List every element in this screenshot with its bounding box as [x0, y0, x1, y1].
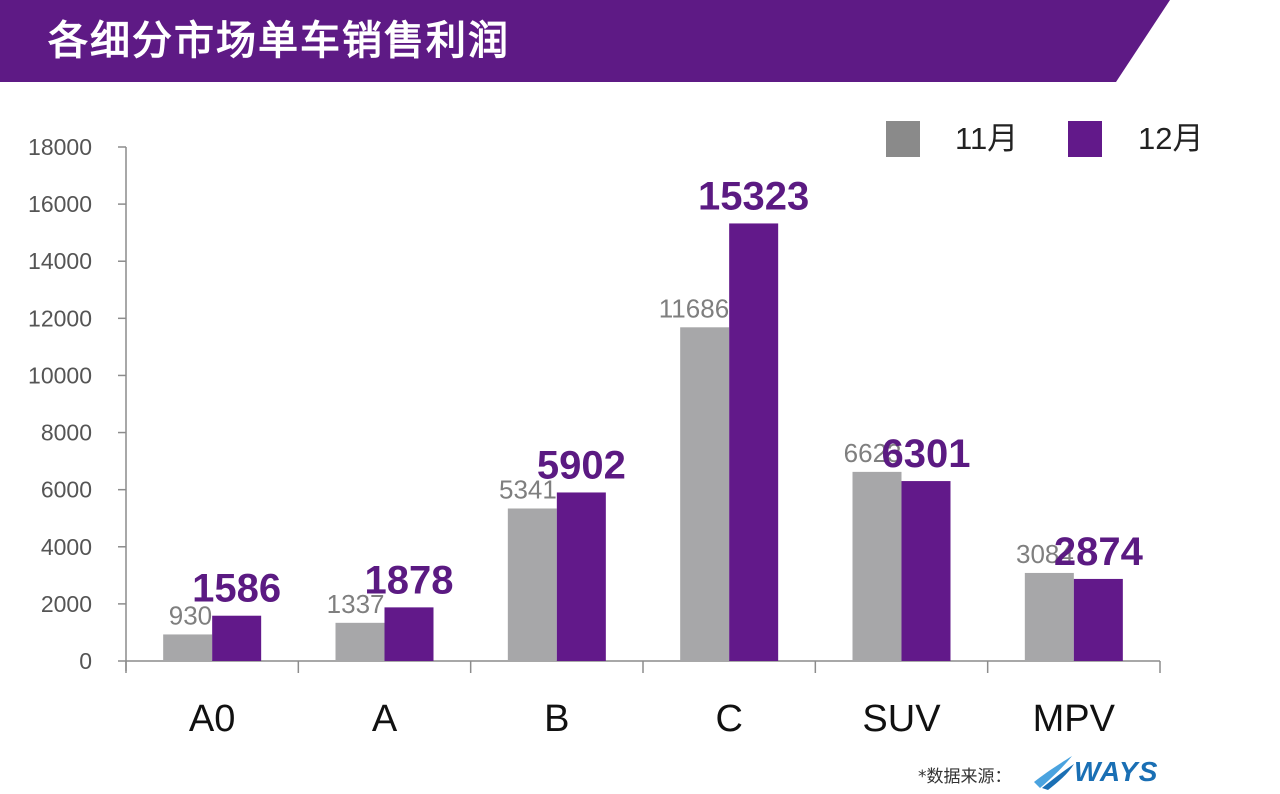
x-category-label: MPV: [1033, 698, 1116, 740]
page-title: 各细分市场单车销售利润: [48, 18, 510, 64]
legend-swatch-11: [886, 121, 920, 157]
y-tick-label: 4000: [41, 534, 92, 560]
y-tick-label: 6000: [41, 477, 92, 503]
y-tick-label: 10000: [28, 362, 92, 388]
data-label-11: 1337: [327, 589, 385, 619]
source-note: *数据来源：: [918, 767, 1012, 787]
legend-label-11: 11月: [955, 121, 1019, 156]
data-label-12: 5902: [537, 443, 626, 487]
data-label-12: 6301: [882, 432, 971, 476]
legend-label-12: 12月: [1138, 121, 1204, 156]
x-category-label: SUV: [862, 698, 941, 740]
data-label-12: 1586: [192, 567, 281, 611]
x-category-label: C: [715, 698, 742, 740]
y-tick-label: 18000: [28, 134, 92, 160]
y-tick-label: 8000: [41, 420, 92, 446]
bar-11月-MPV: [1024, 572, 1074, 661]
data-label-11: 930: [169, 600, 212, 630]
data-label-11: 6623: [844, 438, 902, 468]
bar-11月-A0: [163, 634, 213, 661]
title-banner: [0, 0, 1170, 82]
bar-11月-A: [335, 622, 385, 661]
y-tick-label: 16000: [28, 191, 92, 217]
ways-logo-text: WAYS: [1074, 756, 1159, 787]
bar-12月-MPV: [1073, 578, 1123, 661]
y-tick-label: 2000: [41, 591, 92, 617]
data-label-11: 11686: [659, 293, 729, 323]
bar-11月-SUV: [852, 471, 902, 661]
bar-11月-C: [680, 327, 730, 661]
data-label-12: 1878: [365, 558, 454, 602]
data-label-11: 3084: [1016, 539, 1074, 569]
bar-12月-C: [729, 223, 779, 661]
x-category-label: B: [544, 698, 569, 740]
data-label-11: 5341: [499, 474, 557, 504]
data-label-12: 2874: [1054, 530, 1144, 574]
y-tick-label: 14000: [28, 248, 92, 274]
bar-12月-SUV: [901, 481, 951, 661]
bar-12月-B: [556, 492, 606, 661]
bar-12月-A: [384, 607, 434, 661]
bar-12月-A0: [212, 615, 262, 661]
x-category-label: A0: [189, 698, 235, 740]
bar-11月-B: [507, 508, 557, 661]
data-label-12: 15323: [698, 174, 809, 218]
legend-swatch-12: [1068, 121, 1102, 157]
x-category-label: A: [372, 698, 398, 740]
ways-logo-icon: [1034, 756, 1074, 790]
y-tick-label: 0: [79, 648, 92, 674]
y-tick-label: 12000: [28, 305, 92, 331]
